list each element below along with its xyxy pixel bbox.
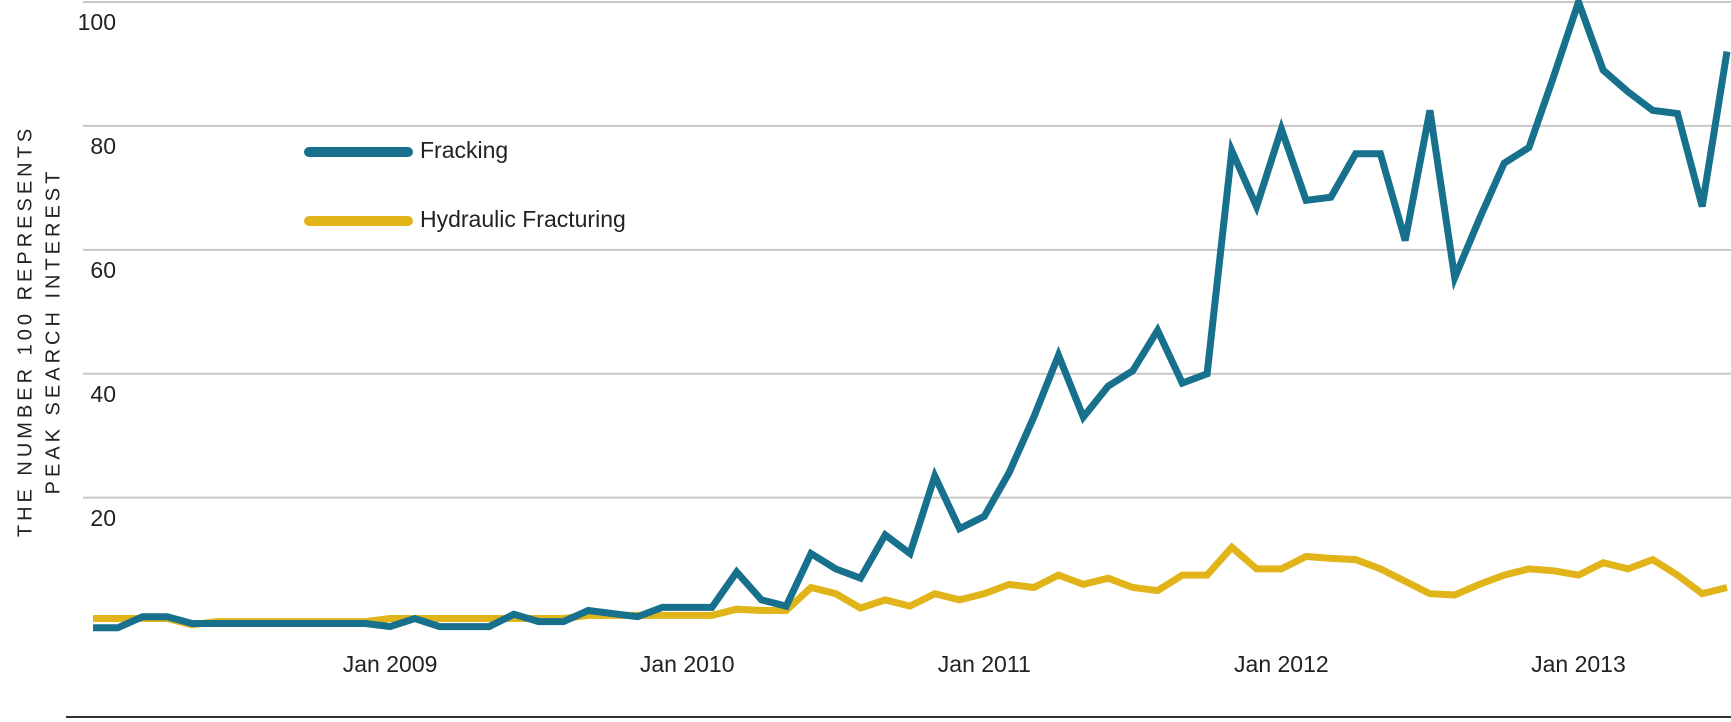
legend-label: Fracking	[420, 137, 508, 163]
series-line	[93, 542, 1728, 629]
x-tick-label: Jan 2010	[640, 651, 735, 677]
y-axis-title-line: THE NUMBER 100 REPRESENTS	[14, 125, 36, 537]
x-tick-label: Jan 2011	[938, 651, 1031, 677]
y-axis-title: THE NUMBER 100 REPRESENTS PEAK SEARCH IN…	[14, 125, 64, 537]
y-tick-label: 40	[90, 381, 116, 407]
series-line	[93, 0, 1731, 632]
x-tick-label: Jan 2012	[1234, 651, 1329, 677]
x-tick-label: Jan 2009	[343, 651, 438, 677]
x-tick-label: Jan 2013	[1531, 651, 1626, 677]
y-tick-label: 80	[90, 133, 116, 159]
y-tick-label: 60	[90, 257, 116, 283]
legend-label: Hydraulic Fracturing	[420, 206, 626, 232]
y-tick-label: 100	[78, 9, 116, 35]
y-axis-title-line: PEAK SEARCH INTEREST	[42, 168, 64, 495]
y-tick-label: 20	[90, 505, 116, 531]
